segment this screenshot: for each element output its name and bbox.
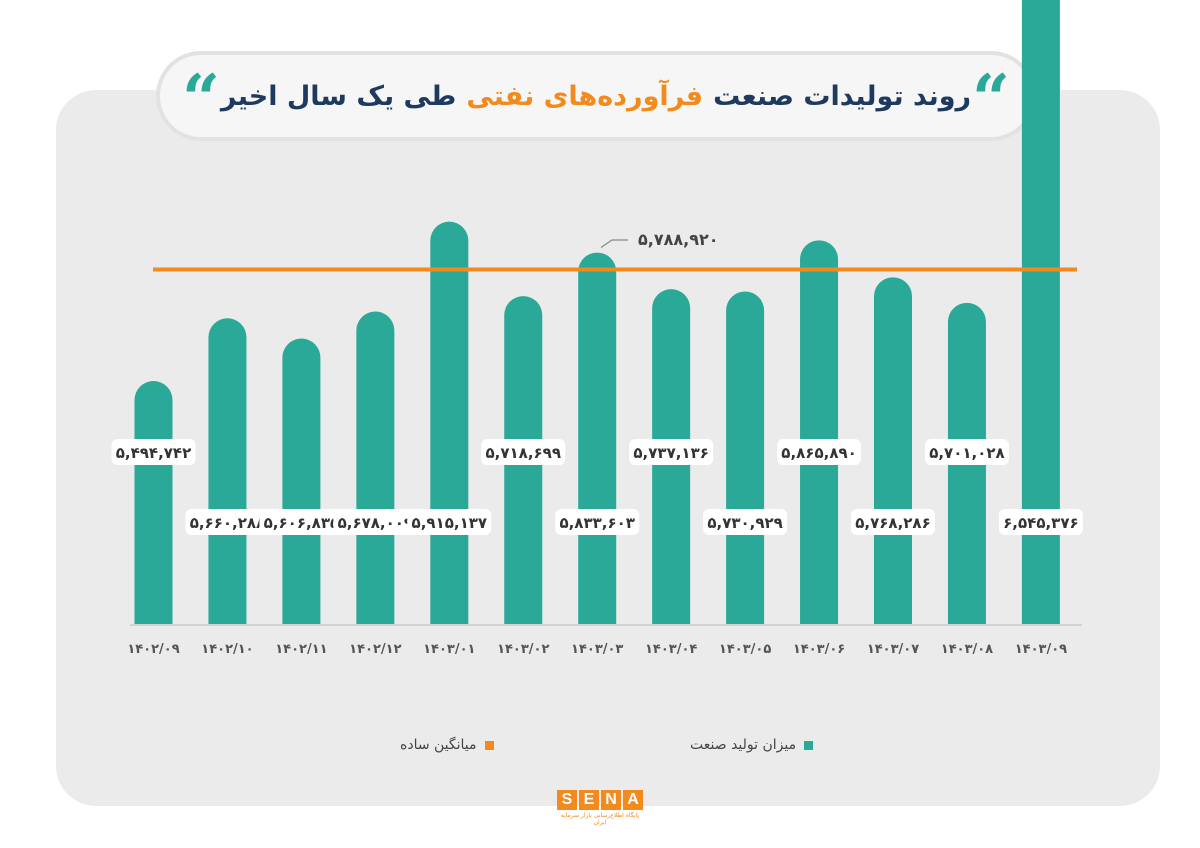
- data-label-box-11: [851, 509, 935, 535]
- bar-7: [578, 252, 617, 624]
- bar-10: [800, 240, 839, 624]
- legend-average: میانگین ساده: [400, 737, 494, 753]
- data-label-2: ۵,۶۶۰,۲۸۸: [190, 514, 265, 532]
- data-label-7: ۵,۸۳۳,۶۰۳: [559, 514, 634, 532]
- bar-4: [356, 311, 395, 624]
- sena-logo-letters: S E N A: [555, 790, 645, 810]
- data-label-box-2: [185, 509, 270, 535]
- chart-title: روند تولیدات صنعت فرآورده‌های نفتی طی یک…: [160, 55, 1032, 137]
- x-tick-label-9: ۱۴۰۳/۰۵: [719, 642, 771, 657]
- x-tick-label-8: ۱۴۰۳/۰۴: [645, 642, 697, 657]
- data-label-box-7: [555, 509, 640, 535]
- data-label-box-1: [111, 439, 196, 465]
- x-tick-label-6: ۱۴۰۳/۰۲: [497, 642, 549, 657]
- quote-open-icon: “: [182, 60, 220, 138]
- data-label-box-9: [703, 509, 788, 535]
- title-part-1: روند تولیدات صنعت: [713, 80, 972, 112]
- data-label-box-12: [924, 439, 1009, 465]
- legend-average-swatch: [484, 740, 494, 750]
- data-label-box-5: [407, 509, 492, 535]
- data-label-box-4: [333, 509, 418, 535]
- bar-5: [430, 221, 469, 625]
- sena-logo-subtitle: پایگاه اطلاع‌رسانی بازار سرمایه ایران: [560, 812, 640, 826]
- data-label-box-13: [998, 509, 1083, 535]
- title-part-2: فرآورده‌های نفتی: [466, 80, 704, 112]
- x-tick-label-2: ۱۴۰۲/۱۰: [201, 642, 253, 657]
- x-tick-label-4: ۱۴۰۲/۱۲: [349, 642, 401, 657]
- average-value-label: ۵,۷۸۸,۹۲۰: [638, 230, 719, 249]
- average-callout-leader: [600, 239, 628, 249]
- data-label-12: ۵,۷۰۱,۰۲۸: [929, 444, 1004, 462]
- data-label-box-6: [481, 439, 566, 465]
- bar-3: [282, 338, 321, 624]
- x-tick-label-12: ۱۴۰۳/۰۸: [941, 642, 993, 657]
- data-label-9: ۵,۷۳۰,۹۲۹: [707, 514, 782, 532]
- data-label-1: ۵,۴۹۴,۷۴۲: [116, 444, 191, 462]
- bar-13: [1021, 0, 1060, 624]
- data-label-13: ۶,۵۴۵,۳۷۶: [1003, 514, 1078, 532]
- legend-production-swatch: [804, 740, 814, 750]
- sena-logo: S E N A پایگاه اطلاع‌رسانی بازار سرمایه …: [555, 790, 645, 826]
- data-label-box-8: [629, 439, 714, 465]
- data-label-10: ۵,۸۶۵,۸۹۰: [781, 444, 856, 462]
- x-tick-label-10: ۱۴۰۳/۰۶: [793, 642, 845, 657]
- bar-2: [208, 318, 247, 624]
- title-part-3: طی یک سال اخیر: [220, 80, 457, 112]
- x-tick-label-7: ۱۴۰۳/۰۳: [571, 642, 623, 657]
- data-label-8: ۵,۷۳۷,۱۳۶: [633, 444, 708, 462]
- bar-9: [726, 291, 765, 624]
- data-label-11: ۵,۷۶۸,۲۸۶: [855, 514, 930, 532]
- legend-production-label: میزان تولید صنعت: [690, 737, 797, 753]
- x-tick-label-5: ۱۴۰۳/۰۱: [423, 642, 475, 657]
- legend-production: میزان تولید صنعت: [690, 737, 814, 753]
- bar-1: [134, 381, 173, 624]
- legend-average-label: میانگین ساده: [400, 737, 477, 753]
- bar-11: [874, 277, 912, 624]
- data-label-box-3: [259, 509, 344, 535]
- data-label-5: ۵,۹۱۵,۱۳۷: [412, 514, 487, 532]
- data-label-box-10: [777, 439, 862, 465]
- data-label-4: ۵,۶۷۸,۰۰۹: [338, 514, 413, 532]
- x-tick-label-13: ۱۴۰۳/۰۹: [1015, 642, 1067, 657]
- data-label-3: ۵,۶۰۶,۸۳۵: [264, 514, 339, 532]
- x-tick-label-11: ۱۴۰۳/۰۷: [867, 642, 919, 657]
- data-label-6: ۵,۷۱۸,۶۹۹: [486, 444, 561, 462]
- x-tick-label-1: ۱۴۰۲/۰۹: [127, 642, 179, 657]
- quote-close-icon: “: [972, 60, 1010, 138]
- x-tick-label-3: ۱۴۰۲/۱۱: [275, 642, 327, 657]
